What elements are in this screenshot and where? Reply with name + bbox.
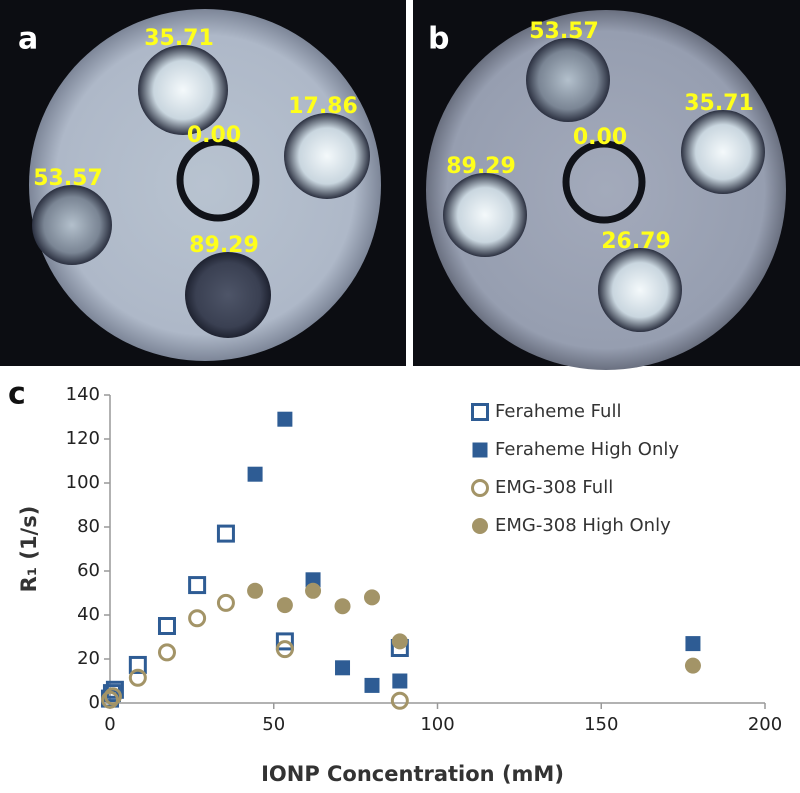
marker [216,524,235,543]
vial [284,113,370,199]
marker [128,655,147,674]
marker [391,633,408,650]
vial-label: 26.79 [601,229,671,254]
marker [275,640,294,659]
vial [138,45,228,135]
marker [685,636,701,652]
y-tick-label: 0 [89,692,100,713]
vial [681,110,765,194]
y-tick-label: 120 [66,428,100,449]
vial-label: 17.86 [288,94,358,119]
marker [364,677,380,693]
marker [305,582,322,599]
marker [157,617,176,635]
vial-label: 89.29 [189,233,259,258]
marker [247,582,264,599]
marker [101,690,119,709]
marker [392,673,408,689]
phantom-disk [29,9,381,361]
marker [157,643,176,662]
vial-label: 53.57 [529,19,599,44]
y-tick-label: 100 [66,472,100,493]
vial-label: 53.57 [33,166,103,191]
legend-marker [471,403,489,421]
marker [390,691,409,710]
phantom-disk [426,10,786,370]
marker [247,466,263,482]
marker [335,660,351,676]
marker [276,597,293,614]
y-tick-label: 20 [77,648,100,669]
panel-letter: b [428,22,449,57]
x-tick-label: 150 [584,714,618,735]
legend-label: EMG-308 Full [495,477,613,498]
marker [188,576,207,595]
x-axis-title: IONP Concentration (mM) [261,762,564,786]
legend-marker [472,442,488,458]
marker [103,687,122,706]
panel-letter: c [8,377,26,412]
legend-marker [472,518,488,534]
vial [598,248,682,332]
x-tick-label: 0 [104,714,115,735]
vial-label: 35.71 [684,91,754,116]
y-tick-label: 140 [66,384,100,405]
marker [277,411,293,427]
marker [364,589,380,606]
legend-marker [471,479,489,497]
vial-label: 35.71 [144,26,214,51]
vial-ring [562,140,646,224]
marker [216,593,235,612]
x-tick-label: 100 [420,714,454,735]
y-axis-title: R₁ (1/s) [17,506,41,593]
legend-label: Feraheme High Only [495,439,679,460]
marker [305,572,321,588]
legend-label: EMG-308 High Only [495,515,671,536]
y-tick-label: 60 [77,560,100,581]
marker [188,609,207,628]
marker [128,668,147,687]
vial [526,38,610,122]
marker [275,632,294,651]
marker [334,598,351,615]
x-tick-label: 50 [262,714,285,735]
y-tick-label: 80 [77,516,100,537]
vial [185,252,271,338]
legend-label: Feraheme Full [495,401,621,422]
vial [32,185,112,265]
vial-label: 89.29 [446,154,516,179]
vial [443,173,527,257]
vial-ring [176,138,260,222]
vial-label: 0.00 [573,125,627,150]
vial-label: 0.00 [187,123,241,148]
x-tick-label: 200 [748,714,782,735]
y-tick-label: 40 [77,604,100,625]
marker [684,657,701,674]
panel-letter: a [18,22,38,57]
